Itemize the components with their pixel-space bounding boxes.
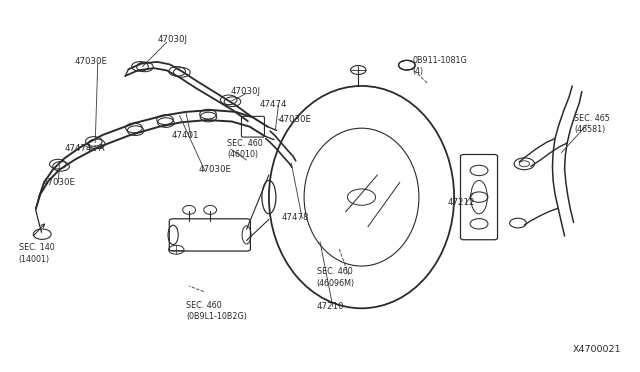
Circle shape <box>399 60 415 70</box>
Text: SEC. 460
(0B9L1-10B2G): SEC. 460 (0B9L1-10B2G) <box>186 301 247 321</box>
Text: 47030J: 47030J <box>230 87 260 96</box>
Text: 47030E: 47030E <box>43 178 76 187</box>
Text: 47478: 47478 <box>282 213 309 222</box>
Text: SEC. 140
(14001): SEC. 140 (14001) <box>19 243 54 263</box>
Text: 47474+A: 47474+A <box>65 144 105 153</box>
Text: SEC. 465
(46581): SEC. 465 (46581) <box>574 114 610 134</box>
Text: 47030E: 47030E <box>198 165 232 174</box>
Text: X4700021: X4700021 <box>573 344 621 353</box>
Text: 0B911-1081G
(4): 0B911-1081G (4) <box>413 55 467 76</box>
Text: 47212: 47212 <box>448 198 476 207</box>
Text: 47401: 47401 <box>172 131 199 141</box>
Text: 47030E: 47030E <box>278 115 312 124</box>
Text: 47030E: 47030E <box>74 57 107 66</box>
Text: N: N <box>404 61 410 70</box>
Text: 47030J: 47030J <box>157 35 187 44</box>
Text: SEC. 460
(46010): SEC. 460 (46010) <box>227 139 263 159</box>
Text: 47474: 47474 <box>259 100 287 109</box>
Text: SEC. 460
(46096M): SEC. 460 (46096M) <box>317 267 355 288</box>
Text: 47210: 47210 <box>317 302 344 311</box>
